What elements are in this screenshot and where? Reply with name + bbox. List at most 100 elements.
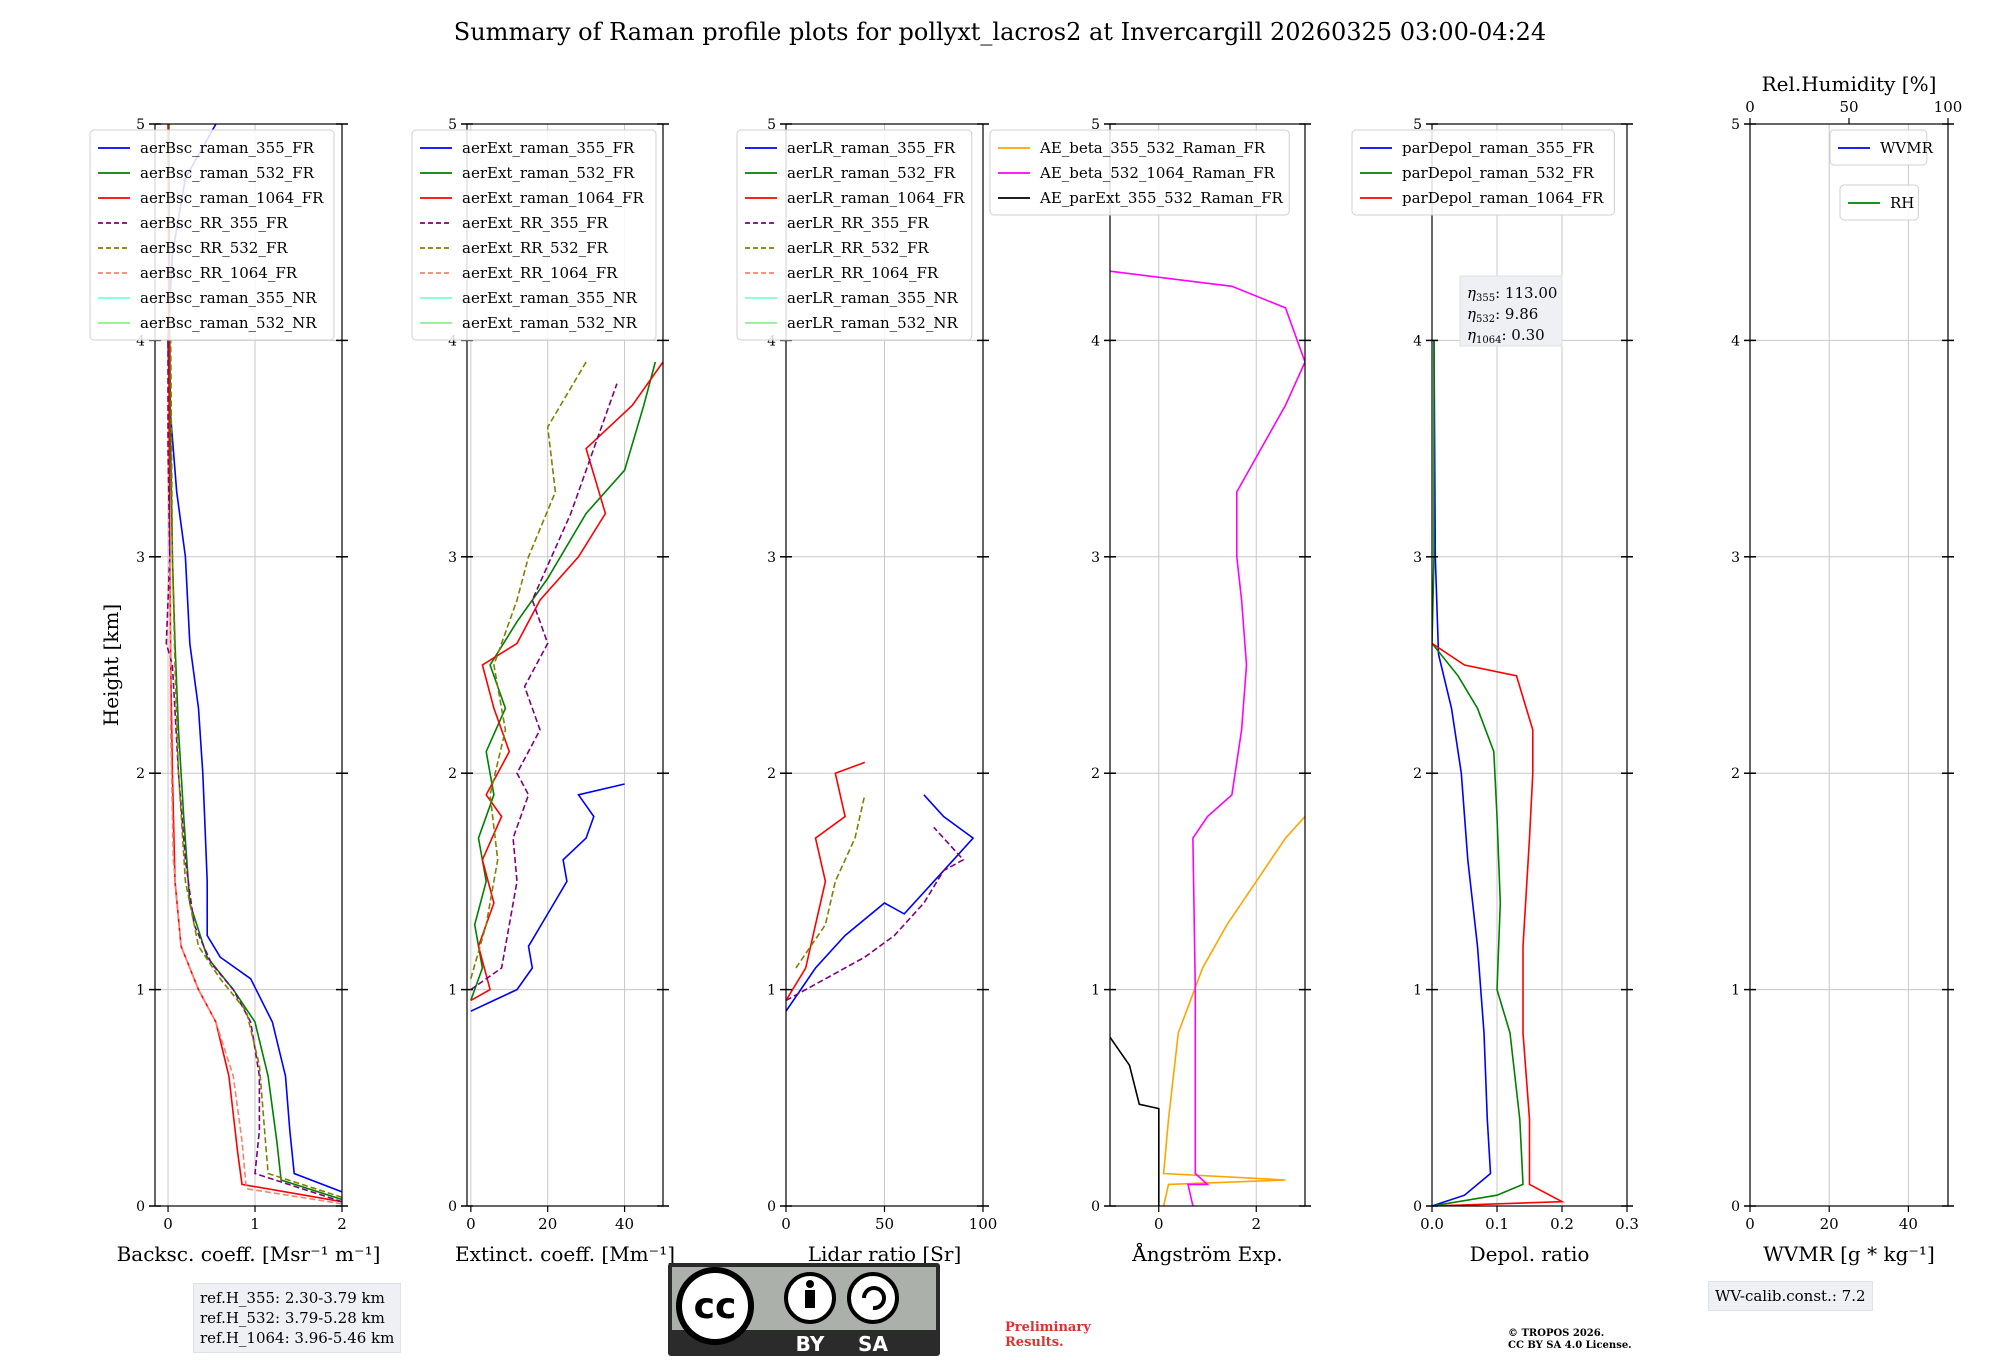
series-line-aerLR_raman_1064_FR (786, 761, 866, 1001)
legend-entry: RH (1890, 194, 1914, 212)
legend-frame (411, 129, 657, 341)
y-tick-label: 3 (1731, 550, 1740, 566)
y-tick-label: 2 (136, 766, 145, 782)
legend-frame (989, 129, 1290, 216)
legend-entry: parDepol_raman_355_FR (1402, 139, 1595, 157)
y-tick-label: 5 (1731, 117, 1740, 133)
legend-entry: parDepol_raman_532_FR (1402, 164, 1595, 182)
series-line-parDepol_raman_355_FR (1432, 340, 1492, 1206)
y-tick-label: 5 (448, 117, 457, 133)
axes-frame (1749, 123, 1949, 1207)
license-badge: cc BY SA (668, 1263, 940, 1356)
y-tick-label: 1 (448, 983, 457, 999)
legend-entry: aerBsc_RR_355_FR (140, 214, 288, 232)
y-tick-label: 4 (136, 333, 145, 349)
y-tick-label: 5 (1413, 117, 1422, 133)
ref-heights-box: ref.H_355: 2.30-3.79 km ref.H_532: 3.79-… (193, 1283, 402, 1353)
y-tick-label: 1 (1731, 983, 1740, 999)
x-axis-label: Backsc. coeff. [Msr⁻¹ m⁻¹] (117, 1242, 381, 1266)
y-tick-label: 3 (1091, 550, 1100, 566)
copyright-note: © TROPOS 2026. CC BY SA 4.0 License. (1508, 1328, 1632, 1352)
legend-entry: parDepol_raman_1064_FR (1402, 189, 1604, 207)
series-line-parDepol_raman_532_FR (1432, 340, 1524, 1206)
copyright-line-1: © TROPOS 2026. (1508, 1328, 1605, 1339)
legend-entry: aerExt_raman_355_FR (462, 139, 635, 157)
y-tick-label: 5 (136, 117, 145, 133)
legend-frame (89, 129, 335, 341)
copyright-line-2: CC BY SA 4.0 License. (1508, 1340, 1632, 1351)
x-tick-label: 50 (875, 1215, 894, 1233)
series-line-aerBsc_RR_1064_FR (169, 556, 342, 1205)
y-axis-label: Height [km] (99, 604, 123, 726)
sa-icon-arrow (862, 1286, 886, 1311)
series-line-aerExt_raman_532_FR (470, 361, 657, 1001)
axes-frame (1109, 123, 1306, 1207)
y-tick-label: 2 (1091, 766, 1100, 782)
by-icon-body (805, 1290, 815, 1308)
x-tick-label: 40 (615, 1215, 634, 1233)
legend-entry: aerLR_RR_355_FR (787, 214, 929, 232)
top-x-axis-label: Rel.Humidity [%] (1762, 72, 1937, 96)
preliminary-note: Preliminary Results. (1005, 1320, 1091, 1350)
top-x-tick-label: 0 (1745, 98, 1755, 116)
legend-entry: aerExt_RR_355_FR (462, 214, 609, 232)
series-line-aerExt_RR_355_FR (470, 383, 618, 991)
x-tick-label: 2 (337, 1215, 347, 1233)
legend-entry: aerBsc_RR_1064_FR (140, 264, 298, 282)
x-tick-label: 0 (163, 1215, 173, 1233)
y-tick-label: 4 (767, 333, 776, 349)
x-tick-label: 0 (466, 1215, 476, 1233)
legend-entry: aerLR_RR_1064_FR (787, 264, 939, 282)
legend-frame (736, 129, 973, 341)
eta-entry: η532: 9.86 (1467, 305, 1538, 325)
legend-entry: aerExt_raman_1064_FR (462, 189, 644, 207)
legend-entry: AE_beta_532_1064_Raman_FR (1039, 164, 1275, 182)
legend-entry: aerExt_raman_532_NR (462, 314, 638, 332)
y-tick-label: 4 (1413, 333, 1422, 349)
y-tick-label: 4 (1731, 333, 1740, 349)
legend-rh: RH (1839, 184, 1919, 221)
legend-entry: aerLR_raman_1064_FR (787, 189, 965, 207)
legend-frame (1351, 129, 1615, 216)
axes-frame (1431, 123, 1628, 1207)
series-line-aerExt_raman_1064_FR (470, 361, 663, 1002)
axes-frame (466, 123, 664, 1207)
legend-entry: aerBsc_raman_1064_FR (140, 189, 324, 207)
eta-entry: η1064: 0.30 (1467, 326, 1545, 346)
wv-calib-text: WV-calib.const.: 7.2 (1715, 1287, 1866, 1305)
y-tick-label: 3 (136, 550, 145, 566)
sa-label: SA (858, 1332, 888, 1356)
ref-height-532: ref.H_532: 3.79-5.28 km (200, 1309, 385, 1327)
x-tick-label: 100 (969, 1215, 998, 1233)
legend-entry: AE_parExt_355_532_Raman_FR (1039, 189, 1284, 207)
y-tick-label: 3 (767, 550, 776, 566)
legend: aerLR_raman_355_FR aerLR_raman_532_FR aerL… (736, 129, 973, 341)
eta-box (1459, 275, 1563, 347)
y-tick-label: 2 (448, 766, 457, 782)
sa-icon (847, 1272, 899, 1324)
y-tick-label: 1 (1091, 983, 1100, 999)
figure-title: Summary of Raman profile plots for polly… (453, 18, 1547, 46)
wv-calib-box: WV-calib.const.: 7.2 (1708, 1281, 1873, 1311)
panel-backscatter: 0 1 2 3 4 5 0 1 2 Backsc. coeff. [Msr⁻¹ m⁻¹] aerBs… (89, 117, 381, 1266)
y-tick-label: 0 (448, 1199, 457, 1215)
series-line-aerExt_raman_355_FR (470, 783, 625, 1012)
legend-entry: WVMR (1880, 139, 1934, 157)
legend-entry: AE_beta_355_532_Raman_FR (1039, 139, 1266, 157)
cc-icon (676, 1267, 754, 1345)
top-x-tick-label: 100 (1934, 98, 1963, 116)
legend-entry: aerBsc_raman_532_NR (140, 314, 317, 332)
ref-height-355: ref.H_355: 2.30-3.79 km (200, 1289, 385, 1307)
x-tick-label: 0 (1745, 1215, 1755, 1233)
y-tick-label: 2 (1731, 766, 1740, 782)
y-tick-label: 2 (1413, 766, 1422, 782)
series-line-AE_parExt_355_532_Raman_FR (1110, 1036, 1160, 1206)
series-line-aerLR_RR_355_FR (786, 826, 965, 1002)
x-tick-label: 0.2 (1550, 1215, 1574, 1233)
y-tick-label: 1 (1413, 983, 1422, 999)
legend: AE_beta_355_532_Raman_FR AE_beta_532_1064… (989, 129, 1290, 216)
by-label: BY (796, 1332, 825, 1356)
eta-entry: η355: 113.00 (1467, 284, 1557, 304)
